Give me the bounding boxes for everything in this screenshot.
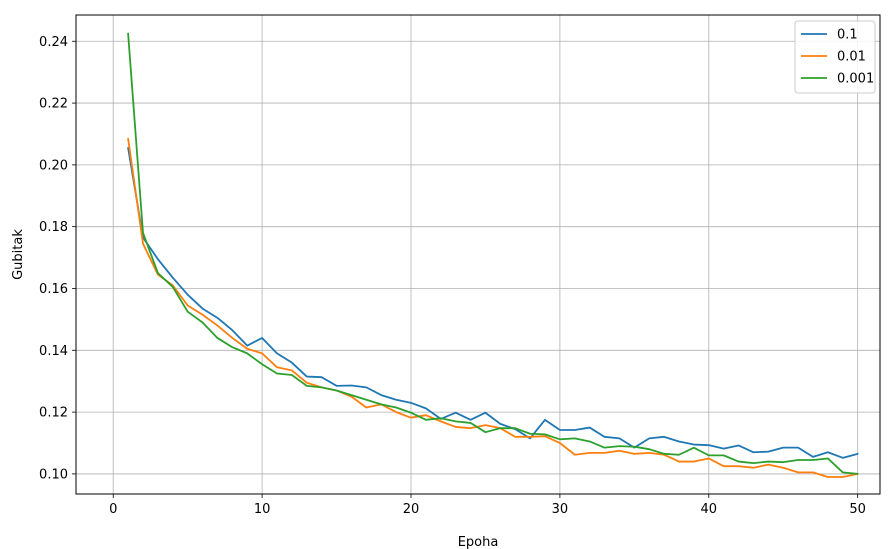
x-tick-label: 20 xyxy=(403,502,420,517)
x-axis-ticks: 0 10 20 30 40 50 xyxy=(109,494,866,517)
y-tick-label: 0.20 xyxy=(39,158,68,173)
x-tick-label: 40 xyxy=(701,502,718,517)
series-line-0-01 xyxy=(127,137,859,478)
y-tick-label: 0.10 xyxy=(39,467,68,482)
y-axis-label: Gubitak xyxy=(11,229,26,280)
x-tick-label: 10 xyxy=(254,502,271,517)
x-tick-label: 0 xyxy=(109,502,117,517)
x-tick-label: 50 xyxy=(849,502,866,517)
y-tick-label: 0.14 xyxy=(39,344,68,359)
legend: 0.1 0.01 0.001 xyxy=(794,20,876,94)
y-axis-ticks: 0.10 0.12 0.14 0.16 0.18 0.20 0.22 0.24 xyxy=(39,35,76,482)
series-line-0-1 xyxy=(127,146,859,459)
series-lines xyxy=(127,32,859,478)
x-axis-label: Epoha xyxy=(458,535,499,549)
legend-label: 0.1 xyxy=(837,28,858,43)
y-tick-label: 0.24 xyxy=(39,35,68,50)
y-tick-label: 0.16 xyxy=(39,282,68,297)
grid xyxy=(76,15,880,494)
legend-label: 0.01 xyxy=(837,50,866,65)
legend-box xyxy=(794,20,876,94)
y-tick-label: 0.18 xyxy=(39,220,68,235)
y-tick-label: 0.12 xyxy=(39,406,68,421)
y-tick-label: 0.22 xyxy=(39,97,68,112)
series-line-0-001 xyxy=(127,32,859,475)
legend-label: 0.001 xyxy=(837,72,874,87)
plot-frame xyxy=(75,14,881,495)
x-tick-label: 30 xyxy=(552,502,569,517)
